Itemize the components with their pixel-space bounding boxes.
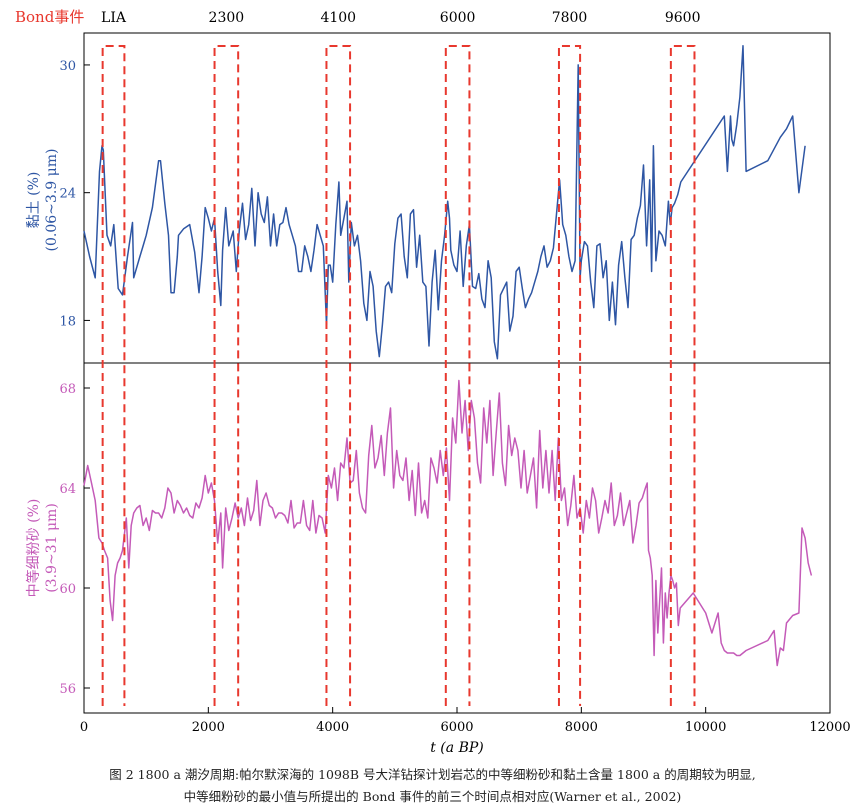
figure-caption-line2: 中等细粉砂的最小值与所提出的 Bond 事件的前三个时间点相对应(Warner … [183,789,682,804]
bond-event-box [557,45,582,706]
clay-y-tick-label: 30 [59,59,76,74]
bond-event-label: 2300 [209,10,245,26]
x-tick-label: 0 [80,720,88,735]
clay-y-label-range: (0.06~3.9 μm) [44,149,60,252]
x-tick-label: 4000 [316,720,349,735]
bond-event-label: 6000 [440,10,476,26]
bond-event-label: 4100 [320,10,356,26]
clay-y-axis: 18 24 30 [59,59,90,329]
x-tick-label: 6000 [440,720,473,735]
clay-series-line [83,45,806,360]
bond-event-box [444,45,471,706]
silt-y-tick-label: 56 [59,682,76,697]
x-tick-label: 12000 [809,720,850,735]
x-axis: 0 2000 4000 6000 8000 10000 12000 [80,707,851,735]
clay-y-tick-label: 18 [59,314,76,329]
bond-event-label: 7800 [552,10,588,26]
silt-y-label-range: (3.9~31 μm) [44,503,60,593]
silt-y-tick-label: 64 [59,482,76,497]
bond-event-label: 9600 [665,10,701,26]
bond-event-label: LIA [101,10,127,26]
silt-y-axis: 56 60 64 68 [59,382,90,697]
bond-event-box [101,45,126,706]
x-tick-label: 2000 [192,720,225,735]
bond-events-legend: Bond事件 [15,8,84,26]
x-tick-label: 8000 [565,720,598,735]
silt-y-tick-label: 68 [59,382,76,397]
silt-y-label: 中等细粉砂 (%) [25,499,42,598]
figure-caption-line1: 图 2 1800 a 潮汐周期:帕尔默深海的 1098B 号大洋钻探计划岩芯的中… [109,767,756,782]
x-axis-label: t (a BP) [430,740,484,756]
bond-event-box [213,45,240,706]
clay-panel: 18 24 30 黏土 (%) (0.06~3.9 μm) [26,32,831,364]
bond-event-box [325,45,352,706]
bond-event-labels: LIA 2300 4100 6000 7800 9600 [101,10,700,26]
clay-panel-frame [83,32,831,364]
clay-y-label: 黏土 (%) [26,172,42,229]
clay-y-tick-label: 24 [59,187,76,202]
x-tick-label: 10000 [685,720,726,735]
silt-y-tick-label: 60 [59,582,76,597]
silt-series-line [83,379,813,667]
bond-event-box [669,45,696,706]
bond-event-boxes [101,45,696,706]
silt-panel: 56 60 64 68 中等细粉砂 (%) (3.9~31 μm) [25,362,831,714]
